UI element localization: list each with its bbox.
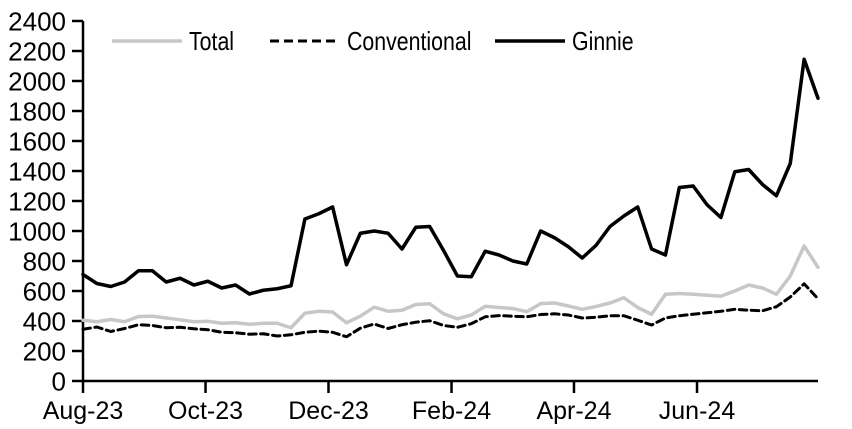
legend-label-ginnie: Ginnie: [572, 26, 634, 56]
y-tick-label: 2200: [8, 36, 66, 66]
legend-label-conventional: Conventional: [347, 26, 472, 56]
y-tick-label: 600: [23, 276, 66, 306]
y-tick-label: 1000: [8, 216, 66, 246]
series-line-total: [81, 244, 820, 330]
y-tick-label: 200: [23, 336, 66, 366]
ginnie-line-swatch: [495, 39, 565, 43]
x-tick-label: Apr-24: [536, 397, 611, 425]
legend-item-ginnie: Ginnie: [495, 28, 647, 54]
x-tick-label: Aug-23: [43, 397, 124, 425]
y-tick-label: 1800: [8, 96, 66, 126]
legend-item-conventional: Conventional: [270, 28, 499, 54]
y-tick-label: 2000: [8, 66, 66, 96]
series-line-ginnie: [81, 57, 820, 296]
legend-item-total: Total: [112, 28, 244, 54]
x-tick-label: Oct-23: [168, 397, 243, 425]
legend-label-total: Total: [189, 26, 235, 56]
conventional-line-swatch: [270, 39, 340, 43]
x-tick-label: Dec-23: [288, 397, 369, 425]
x-tick-label: Jun-24: [659, 397, 736, 425]
series-line-conventional: [81, 282, 820, 339]
y-tick-label: 0: [52, 366, 66, 396]
y-tick-label: 400: [23, 306, 66, 336]
y-tick-label: 800: [23, 246, 66, 276]
y-tick-label: 2400: [8, 6, 66, 36]
y-tick-label: 1200: [8, 186, 66, 216]
y-tick-label: 1400: [8, 156, 66, 186]
y-tick-label: 1600: [8, 126, 66, 156]
total-line-swatch: [112, 39, 182, 43]
x-tick-label: Feb-24: [412, 397, 491, 425]
